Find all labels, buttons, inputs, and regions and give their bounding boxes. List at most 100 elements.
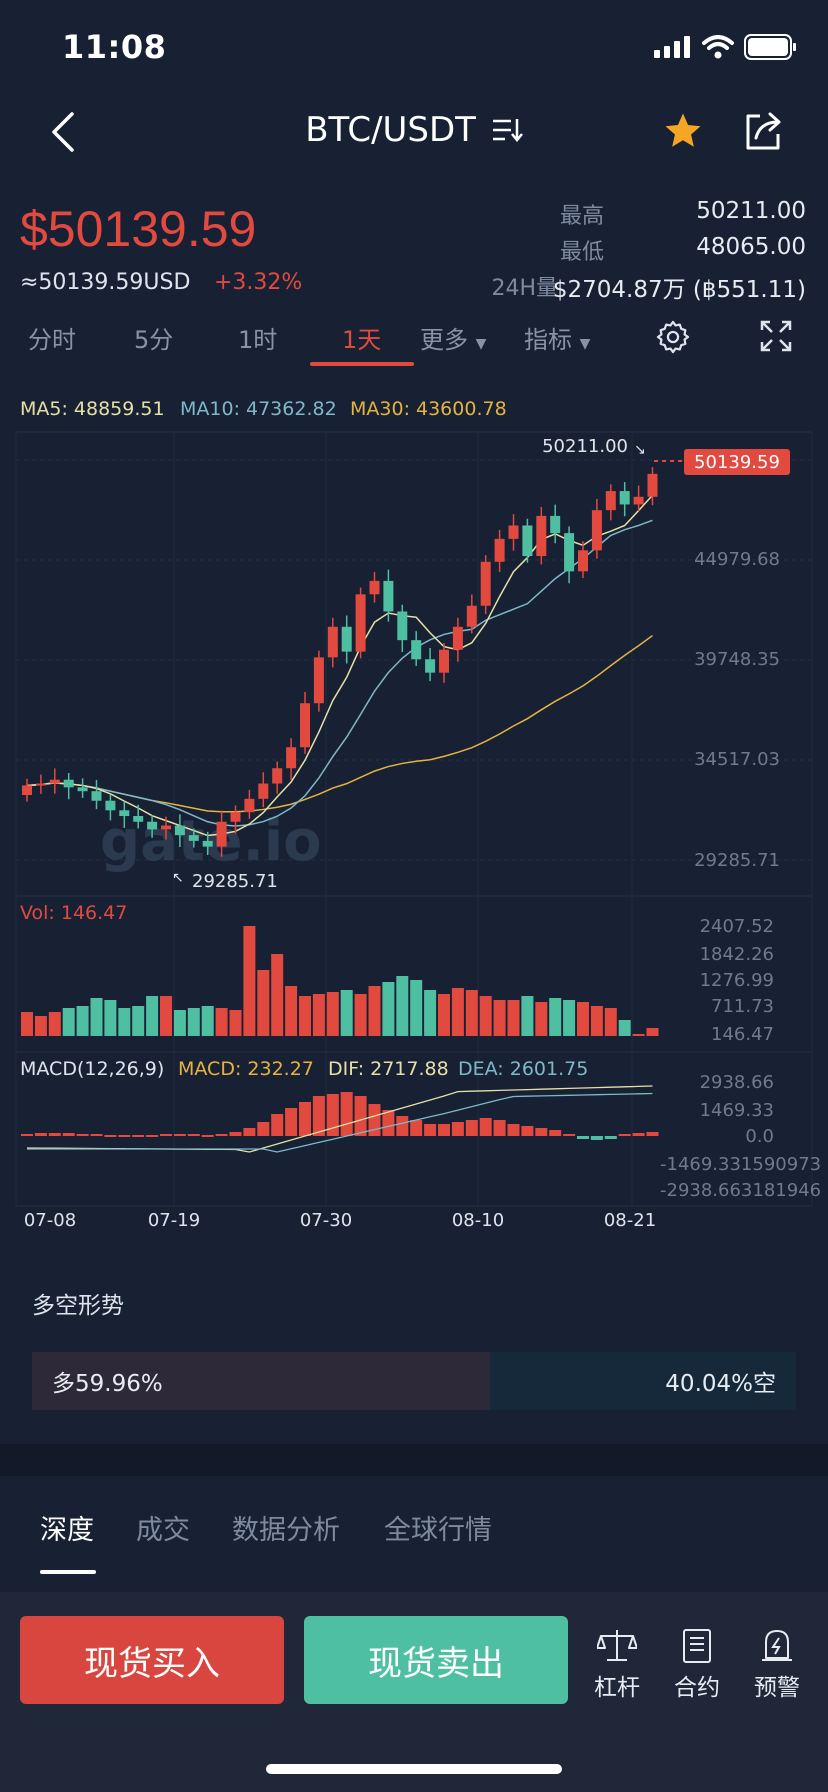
volume-bar: [451, 988, 464, 1036]
macd-bar: [493, 1120, 506, 1136]
volume-bar: [507, 1000, 520, 1036]
favorite-star-icon[interactable]: [662, 110, 704, 152]
candle-body: [452, 626, 463, 650]
macd-bar: [410, 1120, 423, 1136]
settings-gear-icon[interactable]: [654, 318, 692, 356]
tab-global-market[interactable]: 全球行情: [384, 1515, 492, 1546]
active-tab-indicator: [310, 362, 414, 366]
date-axis-label: 07-08: [24, 1210, 76, 1228]
spot-buy-button[interactable]: 现货买入: [20, 1616, 284, 1704]
candle-body: [647, 473, 658, 497]
volume-bar: [493, 1000, 506, 1036]
chevron-down-icon: ▼: [475, 336, 487, 352]
candle-body: [564, 533, 575, 572]
volume-axis-label: 146.47: [711, 1024, 774, 1045]
macd-bar: [549, 1130, 562, 1136]
macd-bar: [76, 1134, 89, 1136]
candle-body: [230, 812, 241, 822]
date-axis-label: 07-30: [300, 1210, 352, 1228]
tab-data-analysis[interactable]: 数据分析: [232, 1515, 340, 1546]
ma5-line: [26, 494, 654, 837]
long-short-bar: 多59.96% 40.04%空: [32, 1352, 796, 1410]
bottom-action-bar: 现货买入 现货卖出 杠杆 合约 预警: [0, 1592, 828, 1792]
volume-bar: [618, 1020, 631, 1036]
status-icons: [654, 34, 798, 60]
macd-bar: [535, 1128, 548, 1136]
volume-bar: [118, 1008, 131, 1036]
macd-bar: [299, 1102, 311, 1136]
tab-indicators[interactable]: 指标 ▼: [524, 320, 590, 355]
candle-body: [578, 550, 588, 572]
pair-title[interactable]: BTC/USDT: [0, 110, 828, 150]
volume-bar: [632, 1034, 645, 1036]
volume-axis-label: 2407.52: [700, 916, 774, 937]
tab-timeshare[interactable]: 分时: [28, 326, 76, 354]
candle-body: [355, 594, 366, 652]
volume-bar: [285, 986, 298, 1036]
macd-axis-label: 1469.33: [700, 1100, 774, 1121]
switch-pair-icon[interactable]: [491, 117, 523, 143]
share-icon[interactable]: [742, 110, 784, 152]
ma30-line: [26, 634, 653, 813]
volume24h-label: 24H量: [491, 276, 558, 301]
candle-body: [77, 787, 88, 792]
macd-bar: [577, 1136, 589, 1139]
macd-bar: [132, 1135, 145, 1137]
volume-bar: [438, 994, 450, 1036]
volume-bar: [590, 1006, 603, 1036]
low-price-label: 29285.71: [192, 871, 278, 892]
bias-title: 多空形势: [32, 1293, 124, 1319]
alert-bell-icon: [762, 1630, 792, 1661]
volume-bar: [646, 1028, 659, 1036]
fullscreen-icon[interactable]: [760, 320, 792, 352]
volume-bar: [146, 996, 159, 1036]
last-price-tag: [684, 449, 790, 475]
candle-body: [425, 659, 436, 673]
low-label: 最低: [559, 240, 604, 265]
candle-body: [550, 515, 561, 534]
tab-5m[interactable]: 5分: [134, 326, 174, 354]
chevron-down-icon: ▼: [579, 336, 591, 352]
ma30-path: [26, 634, 653, 813]
macd-bar: [424, 1124, 437, 1136]
macd-bar: [507, 1124, 520, 1136]
tab-more[interactable]: 更多 ▼: [420, 320, 486, 355]
tab-indicators-label: 指标: [524, 326, 572, 354]
alert-button[interactable]: 预警: [742, 1628, 812, 1702]
candle-body: [494, 538, 505, 562]
volume-bar: [187, 1008, 200, 1036]
macd-bar: [382, 1110, 395, 1136]
back-icon[interactable]: [48, 110, 78, 154]
high-arrow-icon: ↘: [634, 442, 646, 458]
wifi-icon: [702, 35, 734, 59]
pair-title-text: BTC/USDT: [305, 110, 476, 150]
macd-bar: [354, 1096, 367, 1136]
high-label: 最高: [559, 204, 604, 229]
volume-bar: [521, 996, 534, 1036]
contract-label: 合约: [674, 1675, 720, 1701]
date-axis-label: 08-10: [452, 1210, 504, 1228]
macd-value: MACD: 232.27: [178, 1058, 314, 1080]
candle-body: [591, 510, 602, 551]
tab-1h[interactable]: 1时: [238, 326, 278, 354]
tab-depth[interactable]: 深度: [40, 1515, 94, 1546]
macd-bar: [646, 1132, 659, 1136]
kline-chart[interactable]: gate.io 44979.6839748.3534517.0329285.71…: [0, 428, 828, 1228]
lower-tab-indicator: [40, 1570, 96, 1574]
volume-bar: [354, 994, 367, 1036]
macd-bar: [632, 1133, 645, 1136]
ma5-path: [26, 494, 654, 837]
macd-bar: [90, 1134, 103, 1136]
price-change: +3.32%: [214, 270, 303, 295]
leverage-button[interactable]: 杠杆: [582, 1628, 652, 1702]
lower-tabs: 深度 成交 数据分析 全球行情: [0, 1476, 828, 1576]
macd-bar: [229, 1132, 242, 1136]
spot-sell-button[interactable]: 现货卖出: [304, 1616, 568, 1704]
volume-bar: [604, 1008, 617, 1036]
tab-1d[interactable]: 1天: [342, 326, 382, 354]
tab-trades[interactable]: 成交: [136, 1515, 190, 1546]
macd-bar: [590, 1136, 603, 1140]
contract-button[interactable]: 合约: [662, 1628, 732, 1702]
ma10-path: [26, 519, 653, 827]
volume-bar: [62, 1008, 75, 1036]
